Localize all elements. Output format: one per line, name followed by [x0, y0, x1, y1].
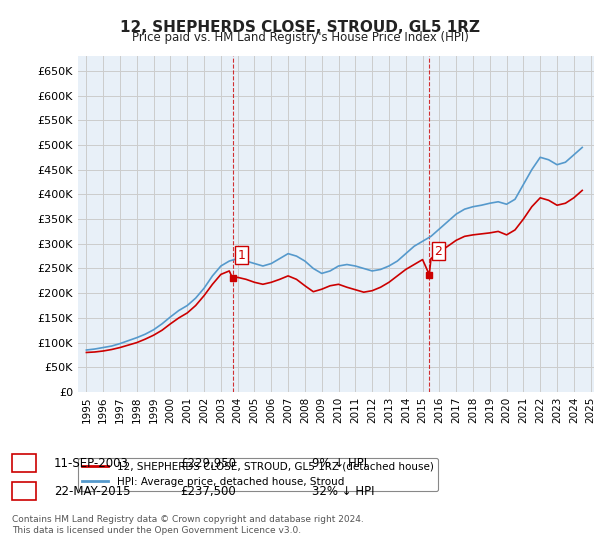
Text: 11-SEP-2003: 11-SEP-2003	[54, 456, 129, 470]
Text: 1: 1	[238, 249, 245, 262]
Text: 12, SHEPHERDS CLOSE, STROUD, GL5 1RZ: 12, SHEPHERDS CLOSE, STROUD, GL5 1RZ	[120, 20, 480, 35]
Text: £237,500: £237,500	[180, 484, 236, 498]
Text: Contains HM Land Registry data © Crown copyright and database right 2024.
This d: Contains HM Land Registry data © Crown c…	[12, 515, 364, 535]
Text: Price paid vs. HM Land Registry's House Price Index (HPI): Price paid vs. HM Land Registry's House …	[131, 31, 469, 44]
Text: 1: 1	[20, 456, 28, 470]
Text: £229,950: £229,950	[180, 456, 236, 470]
Text: 32% ↓ HPI: 32% ↓ HPI	[312, 484, 374, 498]
Text: 2: 2	[20, 484, 28, 498]
Text: 22-MAY-2015: 22-MAY-2015	[54, 484, 131, 498]
Text: 9% ↓ HPI: 9% ↓ HPI	[312, 456, 367, 470]
Text: 2: 2	[434, 245, 442, 258]
Legend: 12, SHEPHERDS CLOSE, STROUD, GL5 1RZ (detached house), HPI: Average price, detac: 12, SHEPHERDS CLOSE, STROUD, GL5 1RZ (de…	[78, 458, 437, 491]
